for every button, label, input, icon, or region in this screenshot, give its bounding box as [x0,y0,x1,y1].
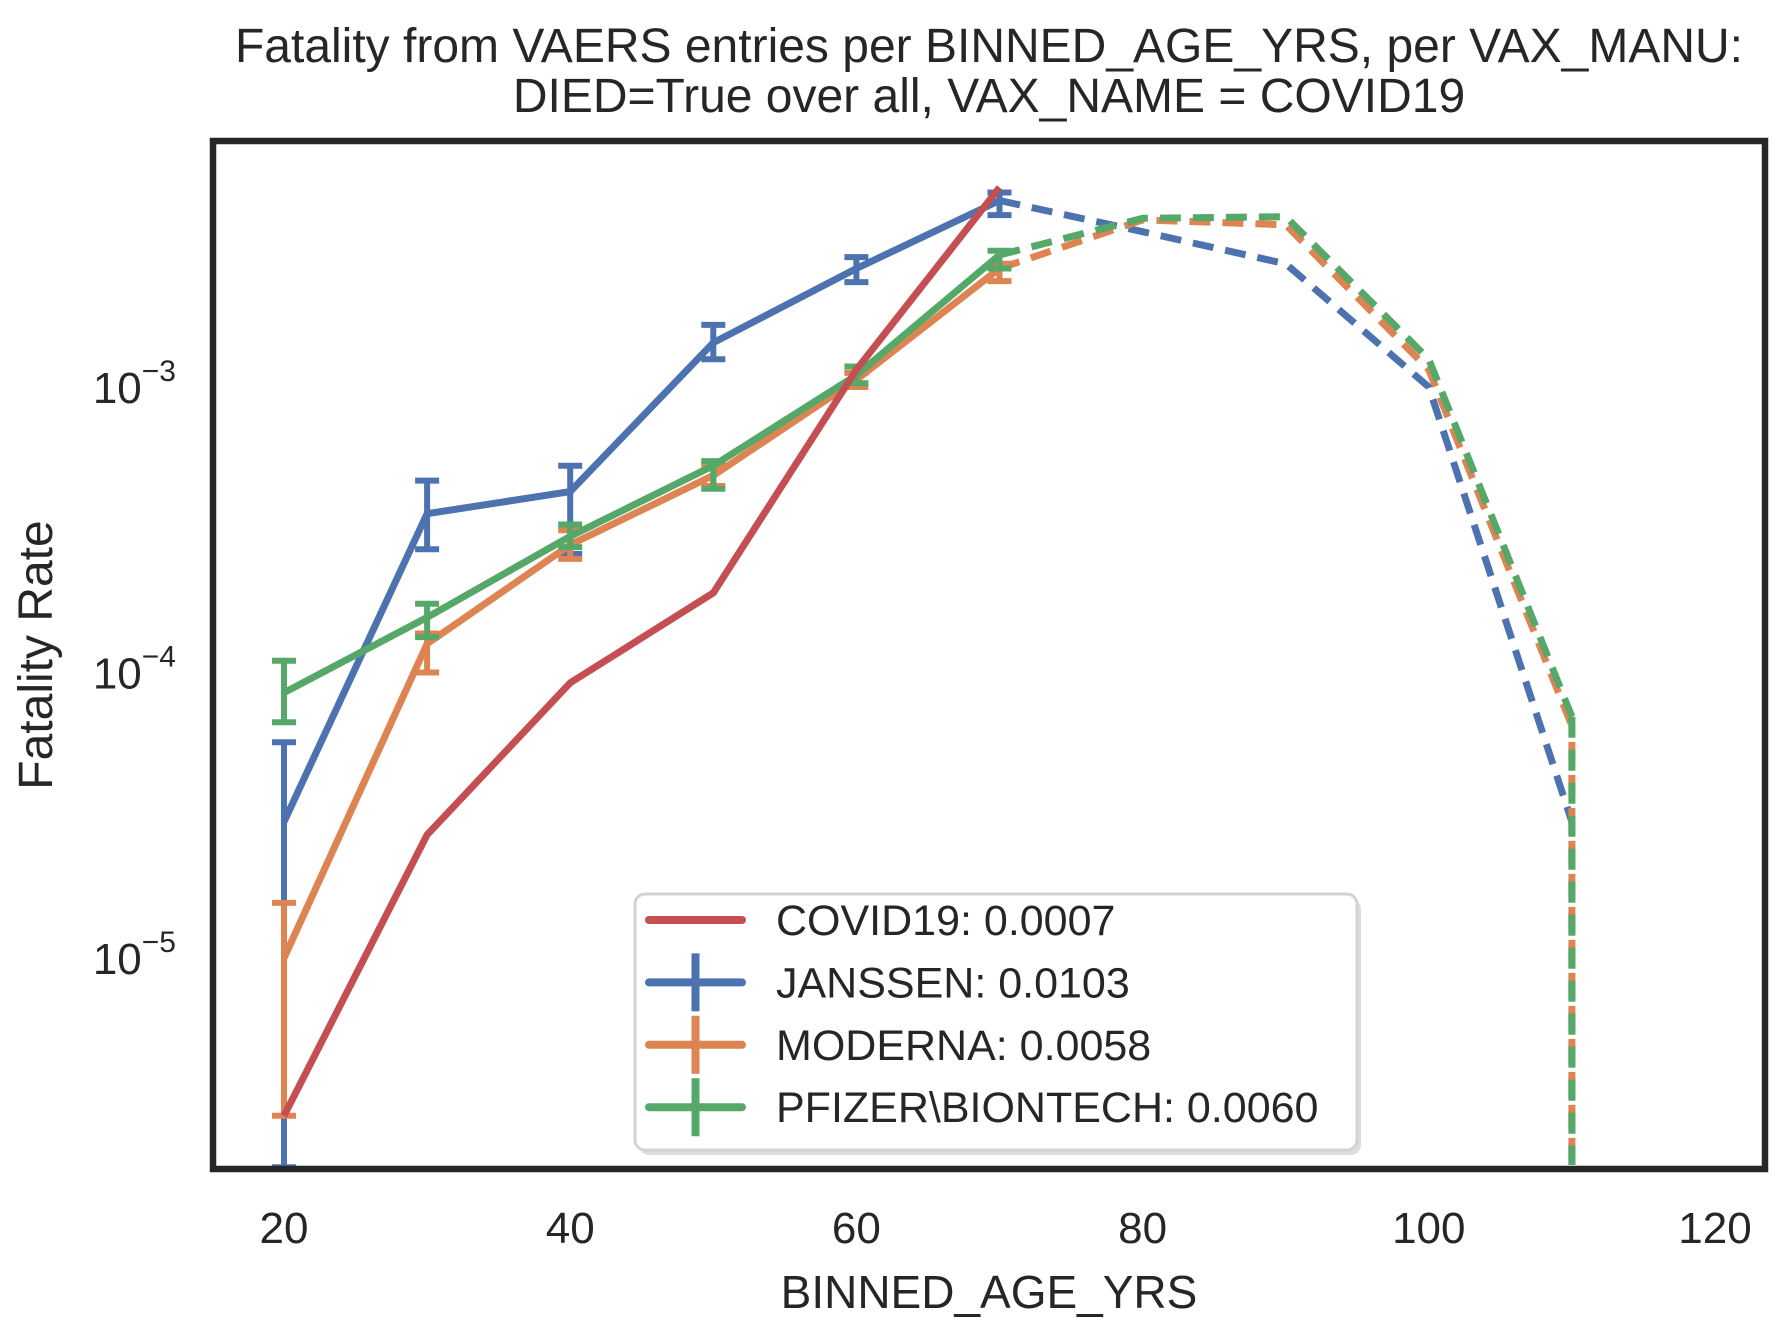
axis-ticks: 20 40 60 80 100 120 10−3 10−4 10−5 [93,355,1752,1253]
series-line-dashed [998,197,1576,823]
x-axis-label: BINNED_AGE_YRS [781,1266,1198,1318]
y-tick-label: 10−4 [93,641,176,699]
series-line-solid [280,197,1002,824]
legend: COVID19: 0.0007 JANSSEN: 0.0103 MODERNA: 0… [633,892,1361,1155]
x-tick-label: 100 [1392,1204,1465,1253]
legend-label: PFIZER\BIONTECH: 0.0060 [776,1084,1318,1132]
y-axis-label: Fatality Rate [10,520,63,789]
legend-entry: PFIZER\BIONTECH: 0.0060 [645,1078,1318,1137]
x-tick-label: 40 [546,1204,595,1253]
legend-label: JANSSEN: 0.0103 [776,959,1130,1007]
x-tick-label: 80 [1118,1204,1167,1253]
series-line-dashed [998,213,1576,719]
legend-label: COVID19: 0.0007 [776,897,1115,945]
plot-area [272,185,1576,1171]
legend-entry: COVID19: 0.0007 [645,897,1115,945]
series-covid19 [280,185,1003,1118]
series-line-solid [282,252,1002,696]
legend-box [633,892,1359,1152]
legend-entry: JANSSEN: 0.0103 [645,953,1130,1012]
series-line-solid [280,185,1003,1118]
x-tick-label: 120 [1678,1204,1751,1253]
series-line-dashed [998,216,1576,728]
legend-label: MODERNA: 0.0058 [776,1022,1151,1070]
chart-title-line2: DIED=True over all, VAX_NAME = COVID19 [513,70,1465,123]
y-tick-label: 10−5 [93,926,176,984]
axes-spines [209,137,1769,1173]
series-pfizer-biontech [272,213,1576,1165]
x-tick-label: 20 [260,1204,309,1253]
series-line-solid [280,265,1002,960]
chart-title-line1: Fatality from VAERS entries per BINNED_A… [235,20,1743,73]
y-tick-label: 10−3 [93,355,176,413]
x-tick-label: 60 [832,1204,881,1253]
legend-entry: MODERNA: 0.0058 [645,1015,1151,1074]
